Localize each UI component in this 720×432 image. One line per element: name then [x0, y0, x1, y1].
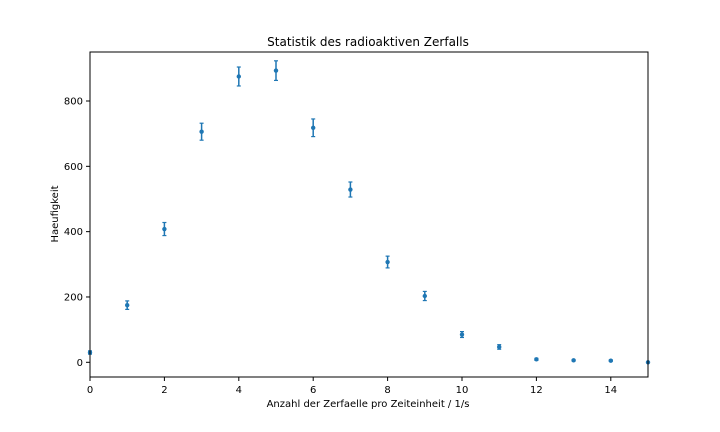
- data-marker: [497, 344, 502, 350]
- x-axis-label: Anzahl der Zerfaelle pro Zeiteinheit / 1…: [267, 399, 470, 410]
- data-point: [236, 66, 241, 87]
- data-point: [497, 344, 502, 350]
- x-tick-label: 8: [384, 385, 390, 396]
- data-point: [348, 181, 353, 198]
- data-marker: [162, 226, 167, 232]
- data-point: [125, 300, 130, 310]
- y-tick-label: 200: [64, 292, 83, 303]
- x-tick-label: 6: [310, 385, 316, 396]
- data-marker: [348, 187, 353, 192]
- data-point: [162, 221, 167, 237]
- data-marker: [534, 357, 539, 362]
- data-marker: [236, 74, 241, 79]
- x-tick-label: 12: [530, 385, 543, 396]
- y-axis: 0 200 400 600 800: [64, 96, 90, 369]
- data-marker: [273, 68, 279, 73]
- x-tick-label: 2: [161, 385, 167, 396]
- data-point: [459, 330, 465, 339]
- x-tick-label: 4: [236, 385, 242, 396]
- data-point: [199, 122, 204, 141]
- x-tick-label: 0: [87, 385, 93, 396]
- data-marker: [459, 332, 465, 337]
- y-tick-label: 0: [77, 358, 83, 369]
- data-point: [534, 357, 539, 362]
- plot-area: [87, 60, 651, 365]
- data-marker: [311, 125, 316, 130]
- data-point: [385, 255, 390, 269]
- x-tick-label: 10: [456, 385, 469, 396]
- data-point: [311, 118, 316, 138]
- data-marker: [571, 358, 576, 363]
- plot-frame: [89, 51, 649, 378]
- chart-title: Statistik des radioaktiven Zerfalls: [267, 35, 469, 49]
- data-marker: [199, 129, 204, 134]
- data-point: [273, 60, 279, 82]
- data-point: [422, 290, 427, 302]
- x-axis: 0 2 4 6 8 10 12 14: [87, 377, 617, 396]
- data-marker: [422, 293, 427, 299]
- data-point: [571, 358, 576, 363]
- data-point: [608, 358, 613, 363]
- data-marker: [385, 259, 390, 265]
- x-tick-label: 14: [604, 385, 617, 396]
- y-tick-label: 600: [64, 162, 83, 173]
- y-tick-label: 800: [64, 96, 83, 107]
- y-axis-label: Haeufigkeit: [50, 185, 61, 242]
- data-marker: [125, 302, 130, 308]
- data-marker: [608, 358, 613, 363]
- y-tick-label: 400: [64, 227, 83, 238]
